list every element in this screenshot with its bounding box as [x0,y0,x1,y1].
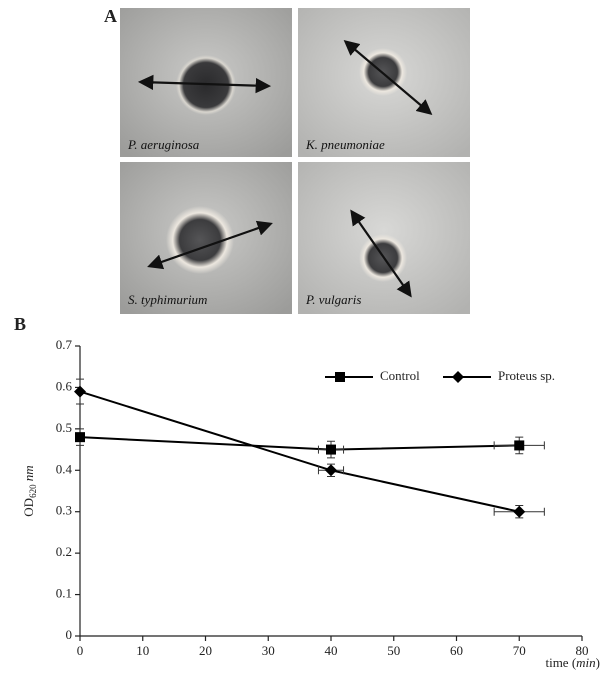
series-line [79,436,520,451]
image-label: K. pneumoniae [305,137,385,152]
photo: S. typhimurium [120,162,292,314]
x-tick-label: 50 [387,643,400,658]
marker [335,372,345,382]
panel-label: B [14,314,26,334]
marker [514,440,525,451]
x-label-part: ) [596,655,600,670]
y-tick-label: 0.7 [56,337,73,352]
y-tick-label: 0.1 [56,586,72,601]
marker [452,371,464,383]
marker [325,464,337,477]
photo: P. vulgaris [298,162,470,314]
x-tick-label: 70 [513,643,526,658]
y-tick-label: 0.2 [56,544,72,559]
y-label-sub: 620 [28,484,38,498]
image-label: P. vulgaris [305,292,361,307]
marker [75,432,85,443]
marker [513,505,526,518]
y-tick-label: 0.6 [56,378,73,393]
photo: K. pneumoniae [298,8,470,157]
y-label-unit: nm [21,465,36,484]
x-tick-label: 60 [450,643,463,658]
image-label: P. aeruginosa [127,137,200,152]
x-axis-label: time (min) [545,655,600,670]
x-tick-label: 40 [325,643,338,658]
y-axis-label: OD620 nm [21,465,38,516]
x-tick-label: 80 [576,643,589,658]
series-line [79,390,520,513]
x-tick-label: 20 [199,643,212,658]
x-tick-label: 10 [136,643,149,658]
y-tick-label: 0.4 [56,461,73,476]
y-tick-label: 0.3 [56,503,72,518]
x-label-part: time ( [545,655,576,670]
y-label-part: OD [21,498,36,517]
legend-label: Proteus sp. [498,368,555,383]
y-tick-label: 0.5 [56,420,72,435]
marker [74,385,86,398]
y-tick-label: 0 [66,627,73,642]
legend-label: Control [380,368,420,383]
x-label-unit: min [576,655,596,670]
x-tick-label: 30 [262,643,275,658]
photo: P. aeruginosa [120,8,292,157]
image-label: S. typhimurium [128,292,207,307]
x-tick-label: 0 [77,643,84,658]
panel-label: A [104,6,117,26]
marker [326,444,336,455]
